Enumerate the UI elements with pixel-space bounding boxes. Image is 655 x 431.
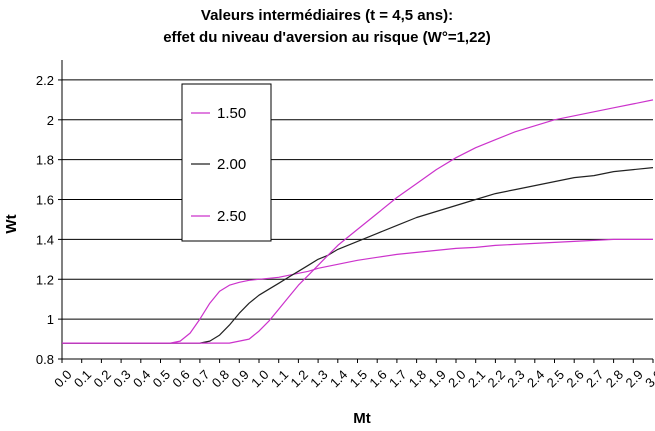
y-tick-label: 1.4 bbox=[36, 232, 54, 247]
y-tick-label: 0.8 bbox=[36, 352, 54, 367]
y-axis-title: Wt bbox=[3, 214, 20, 233]
legend: 1.50 2.00 2.50 bbox=[181, 83, 272, 242]
series-line-1.50 bbox=[62, 238, 653, 344]
x-axis-title: Mt bbox=[353, 410, 371, 427]
legend-label-2.00: 2.00 bbox=[217, 156, 246, 173]
axes bbox=[58, 60, 654, 363]
y-tick-label: 1.8 bbox=[36, 153, 54, 168]
y-tick-label: 1 bbox=[47, 312, 54, 327]
series-lines bbox=[62, 99, 654, 344]
y-tick-label: 2 bbox=[47, 113, 54, 128]
y-tick-labels: 0.8 1 1.2 1.4 1.6 1.8 2 2.2 bbox=[36, 73, 54, 367]
y-tick-label: 1.6 bbox=[36, 193, 54, 208]
gridlines bbox=[62, 79, 653, 320]
y-tick-label: 1.2 bbox=[36, 272, 54, 287]
series-line-2.50 bbox=[62, 99, 654, 344]
y-tick-label: 2.2 bbox=[36, 73, 54, 88]
x-tick-labels: 0.00.10.20.30.40.50.60.70.80.91.01.11.21… bbox=[51, 367, 655, 390]
legend-label-1.50: 1.50 bbox=[217, 105, 246, 122]
series-line-2.00 bbox=[62, 167, 654, 344]
x-tick-label: 3.0 bbox=[642, 367, 655, 390]
legend-box bbox=[181, 83, 272, 242]
chart-title: Valeurs intermédiaires (t = 4,5 ans): bbox=[201, 7, 453, 24]
legend-label-2.50: 2.50 bbox=[217, 208, 246, 225]
chart-subtitle: effet du niveau d'aversion au risque (W°… bbox=[163, 29, 491, 46]
